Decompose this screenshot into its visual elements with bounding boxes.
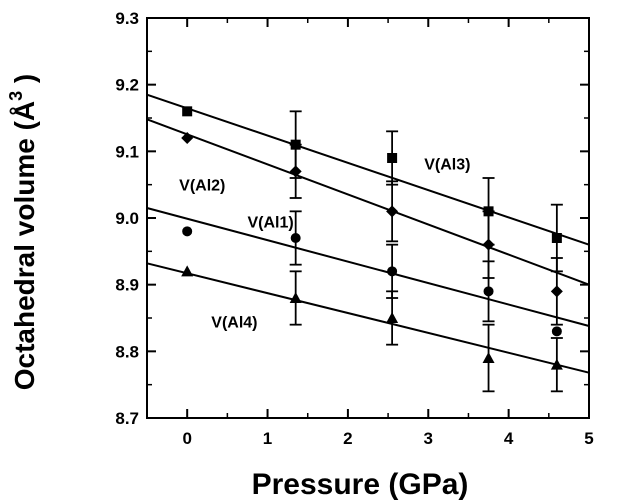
point-val2 bbox=[386, 205, 399, 218]
series-label-val2: V(Al2) bbox=[179, 178, 225, 195]
point-val1 bbox=[182, 226, 193, 237]
point-val3 bbox=[483, 206, 494, 217]
series-label-val1: V(Al1) bbox=[247, 214, 293, 231]
point-val1 bbox=[551, 326, 562, 337]
x-tick-label: 3 bbox=[424, 429, 433, 448]
y-tick-label: 9.3 bbox=[115, 9, 139, 28]
point-val2 bbox=[550, 285, 563, 298]
x-tick-label: 5 bbox=[584, 429, 593, 448]
fit-line-val2 bbox=[146, 118, 590, 286]
plot-border bbox=[146, 17, 590, 419]
y-axis-label: Octahedral volume (Å3 ) bbox=[6, 74, 40, 391]
error-bars bbox=[289, 110, 563, 393]
y-tick-label: 9.0 bbox=[115, 209, 139, 228]
point-val1 bbox=[290, 233, 301, 243]
series-labels: V(Al3) V(Al2) V(Al1) V(Al4) bbox=[179, 156, 470, 331]
x-tick-label: 2 bbox=[343, 429, 352, 448]
point-val2 bbox=[181, 132, 194, 144]
y-tick-label: 9.2 bbox=[115, 76, 139, 95]
x-tick-label: 1 bbox=[263, 429, 272, 448]
x-axis-label: Pressure (GPa) bbox=[252, 468, 469, 501]
x-axis-ticks: 0 1 2 3 4 5 bbox=[146, 18, 594, 448]
point-val4 bbox=[386, 312, 399, 323]
y-tick-label: 9.1 bbox=[115, 142, 139, 161]
point-val3 bbox=[387, 153, 398, 163]
point-val3 bbox=[551, 233, 562, 243]
point-val4 bbox=[550, 358, 563, 370]
point-val3 bbox=[290, 139, 301, 150]
fit-line-val4 bbox=[146, 262, 590, 374]
point-val4 bbox=[289, 292, 302, 303]
y-tick-label: 8.9 bbox=[115, 276, 139, 295]
point-val1 bbox=[483, 286, 494, 297]
series-label-val3: V(Al3) bbox=[424, 156, 470, 173]
point-val3 bbox=[182, 106, 193, 117]
fit-line-val3 bbox=[146, 93, 590, 246]
y-tick-label: 8.7 bbox=[115, 409, 139, 428]
y-tick-label: 8.8 bbox=[115, 342, 139, 361]
x-tick-label: 0 bbox=[182, 429, 191, 448]
point-val2 bbox=[289, 165, 302, 178]
y-axis-label-close: ) bbox=[9, 74, 40, 91]
data-points bbox=[181, 106, 563, 370]
series-label-val4: V(Al4) bbox=[211, 314, 257, 331]
x-tick-label: 4 bbox=[504, 429, 514, 448]
fit-line-val1 bbox=[146, 207, 590, 327]
y-axis-label-main: Octahedral volume ( bbox=[9, 120, 40, 390]
point-val4 bbox=[181, 265, 194, 277]
point-val2 bbox=[482, 238, 495, 251]
point-val1 bbox=[387, 266, 398, 277]
fit-lines bbox=[146, 93, 590, 374]
y-axis-label-unit: Å bbox=[9, 101, 40, 121]
y-axis-label-exponent: 3 bbox=[6, 91, 26, 101]
point-val4 bbox=[482, 352, 495, 363]
plot-frame bbox=[146, 17, 590, 419]
